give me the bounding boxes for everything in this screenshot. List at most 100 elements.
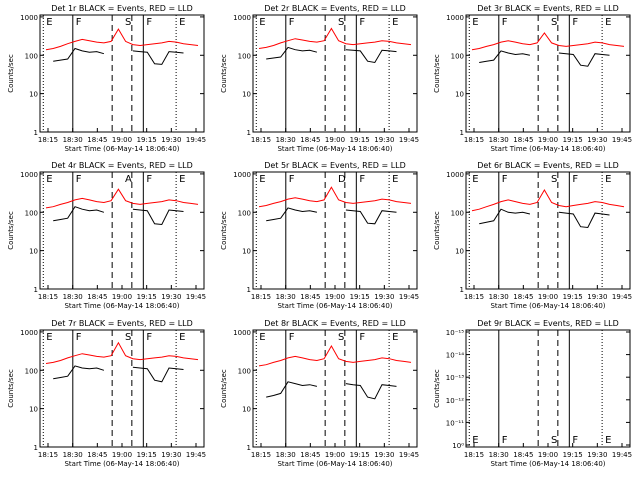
x-tick-label: 19:00 (325, 136, 345, 144)
plot-frame (465, 14, 631, 133)
x-tick-label: 18:15 (464, 293, 484, 301)
plot-frame (465, 329, 631, 448)
x-axis-label: Start Time (06-May-14 18:06:40) (490, 145, 605, 153)
events-series-line (53, 47, 184, 65)
y-tick-label: 1000 (233, 14, 251, 22)
marker-label: E (392, 174, 398, 185)
marker-label: F (572, 174, 578, 185)
y-tick-label: 1 (34, 129, 38, 137)
marker-label: F (572, 17, 578, 28)
detector-panel-4: Det 4r BLACK = Events, RED = LLD Counts/s… (7, 161, 206, 310)
marker-label: F (289, 17, 295, 28)
detector-panel-6: Det 6r BLACK = Events, RED = LLD Counts/s… (433, 161, 632, 310)
marker-label: F (289, 332, 295, 343)
x-tick-label: 19:00 (538, 293, 558, 301)
events-series-line (266, 381, 397, 400)
x-tick-label: 18:30 (276, 293, 296, 301)
x-tick-label: 18:15 (38, 293, 58, 301)
x-tick-label: 19:00 (325, 451, 345, 459)
x-tick-label: 19:45 (186, 136, 206, 144)
plot-frame (252, 171, 418, 290)
x-tick-label: 18:45 (513, 451, 533, 459)
x-tick-label: 18:15 (251, 293, 271, 301)
marker-label: F (359, 17, 365, 28)
marker-label: D (338, 174, 346, 185)
y-axis-label: Counts/sec (220, 211, 228, 250)
lld-series-line (45, 341, 199, 364)
panel-title: Det 1r BLACK = Events, RED = LLD (51, 4, 193, 13)
marker-label: S (338, 332, 344, 343)
x-axis-label: Start Time (06-May-14 18:06:40) (64, 302, 179, 310)
events-series-line (53, 365, 184, 383)
marker-label: F (502, 174, 508, 185)
plot-frame (465, 171, 631, 290)
x-tick-label: 18:15 (38, 451, 58, 459)
x-tick-label: 18:30 (63, 451, 83, 459)
y-tick-label: 100 (451, 209, 464, 217)
x-tick-label: 19:15 (137, 136, 157, 144)
y-tick-label: 1 (460, 286, 464, 294)
plot-frame (39, 329, 205, 448)
panel-title: Det 7r BLACK = Events, RED = LLD (51, 319, 193, 328)
y-tick-label: 1 (247, 286, 251, 294)
y-tick-label: 1000 (233, 329, 251, 337)
panel-title: Det 3r BLACK = Events, RED = LLD (477, 4, 619, 13)
x-tick-label: 18:30 (276, 451, 296, 459)
plot-frame (252, 329, 418, 448)
marker-label: F (502, 435, 508, 446)
marker-label: F (76, 174, 82, 185)
y-tick-label: 1 (247, 444, 251, 452)
y-tick-label: 10 (29, 248, 38, 256)
x-tick-label: 19:45 (612, 136, 632, 144)
y-tick-label: 10 (242, 406, 251, 414)
x-tick-label: 18:45 (300, 293, 320, 301)
detector-panel-5: Det 5r BLACK = Events, RED = LLD Counts/s… (220, 161, 419, 310)
x-tick-label: 18:45 (300, 136, 320, 144)
x-tick-label: 19:00 (538, 136, 558, 144)
x-tick-label: 19:30 (161, 136, 181, 144)
y-tick-label: 10 (242, 91, 251, 99)
y-axis-label: Counts/sec (7, 54, 15, 93)
x-tick-label: 18:15 (251, 136, 271, 144)
x-tick-label: 19:15 (350, 451, 370, 459)
y-axis-label: Counts/sec (7, 369, 15, 408)
y-tick-label: 10 (455, 91, 464, 99)
marker-label: E (46, 17, 52, 28)
y-tick-label: 10⁻¹⁴ (446, 352, 464, 360)
y-tick-label: 10 (29, 91, 38, 99)
events-series-line (479, 50, 610, 67)
y-tick-label: 100 (25, 367, 38, 375)
marker-label: F (502, 17, 508, 28)
y-tick-label: 10 (29, 406, 38, 414)
marker-label: F (146, 332, 152, 343)
y-tick-label: 10 (242, 248, 251, 256)
x-axis-label: Start Time (06-May-14 18:06:40) (64, 460, 179, 468)
marker-label: F (76, 17, 82, 28)
x-tick-label: 18:45 (87, 293, 107, 301)
detector-panel-7: Det 7r BLACK = Events, RED = LLD Counts/s… (7, 319, 206, 468)
lld-series-line (258, 27, 412, 49)
panel-title: Det 8r BLACK = Events, RED = LLD (264, 319, 406, 328)
y-tick-label: 10⁰ (452, 442, 464, 450)
y-tick-label: 1 (460, 129, 464, 137)
x-tick-label: 18:30 (276, 136, 296, 144)
x-tick-label: 18:45 (87, 136, 107, 144)
x-tick-label: 19:45 (612, 451, 632, 459)
y-axis-label: Counts/sec (7, 211, 15, 250)
x-tick-label: 19:15 (137, 451, 157, 459)
x-axis-label: Start Time (06-May-14 18:06:40) (277, 145, 392, 153)
x-tick-label: 19:15 (350, 293, 370, 301)
y-tick-label: 10⁻¹⁵ (446, 329, 464, 337)
x-tick-label: 19:45 (612, 293, 632, 301)
marker-label: E (605, 435, 611, 446)
marker-label: E (259, 332, 265, 343)
y-tick-label: 1000 (20, 171, 38, 179)
marker-label: S (125, 17, 131, 28)
x-tick-label: 19:15 (563, 293, 583, 301)
marker-label: E (179, 17, 185, 28)
panel-title: Det 5r BLACK = Events, RED = LLD (264, 161, 406, 170)
marker-label: E (392, 17, 398, 28)
x-tick-label: 18:15 (464, 451, 484, 459)
plot-frame (39, 171, 205, 290)
